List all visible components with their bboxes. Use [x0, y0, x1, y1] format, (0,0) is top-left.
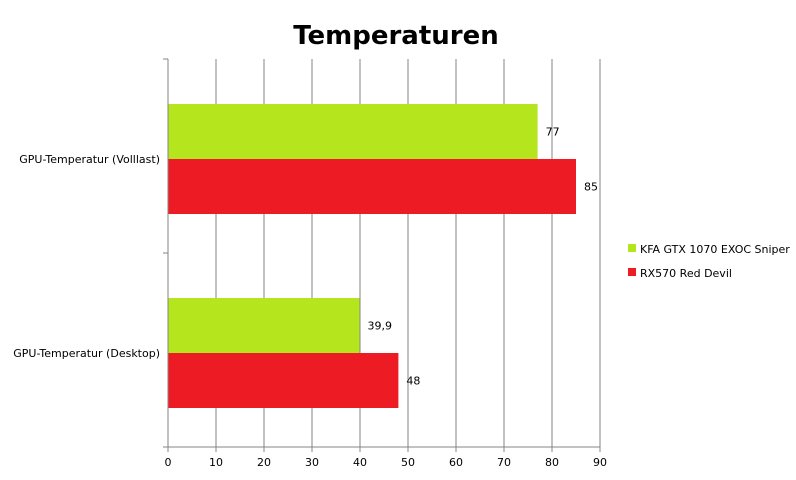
- bar: [168, 159, 576, 214]
- x-tick-label: 0: [165, 456, 172, 469]
- legend-label: KFA GTX 1070 EXOC Sniper: [640, 243, 790, 256]
- x-tick-label: 40: [353, 456, 367, 469]
- data-label: 85: [584, 181, 598, 194]
- bar: [168, 298, 360, 353]
- category-label: GPU-Temperatur (Desktop): [13, 347, 160, 360]
- legend: KFA GTX 1070 EXOC Sniper RX570 Red Devil: [628, 243, 790, 280]
- x-tick-label: 70: [497, 456, 511, 469]
- x-tick-label: 20: [257, 456, 271, 469]
- x-tick-label: 90: [593, 456, 607, 469]
- x-tick-label: 60: [449, 456, 463, 469]
- data-label: 48: [406, 375, 420, 388]
- x-tick-label: 50: [401, 456, 415, 469]
- chart-title: Temperaturen: [293, 21, 499, 51]
- legend-label: RX570 Red Devil: [640, 267, 732, 280]
- data-label: 39,9: [368, 320, 393, 333]
- bar: [168, 353, 399, 408]
- category-label: GPU-Temperatur (Volllast): [19, 153, 160, 166]
- bar: [168, 104, 538, 159]
- bars: [168, 104, 576, 408]
- x-tick-label: 80: [545, 456, 559, 469]
- x-tick-label: 10: [209, 456, 223, 469]
- labels: 0 10 20 30 40 50 60 70 80 90 GPU-Temperatur (Volll…: [13, 126, 607, 470]
- legend-swatch: [628, 268, 636, 276]
- x-tick-label: 30: [305, 456, 319, 469]
- legend-swatch: [628, 244, 636, 252]
- data-label: 77: [546, 126, 560, 139]
- axes: [163, 58, 601, 452]
